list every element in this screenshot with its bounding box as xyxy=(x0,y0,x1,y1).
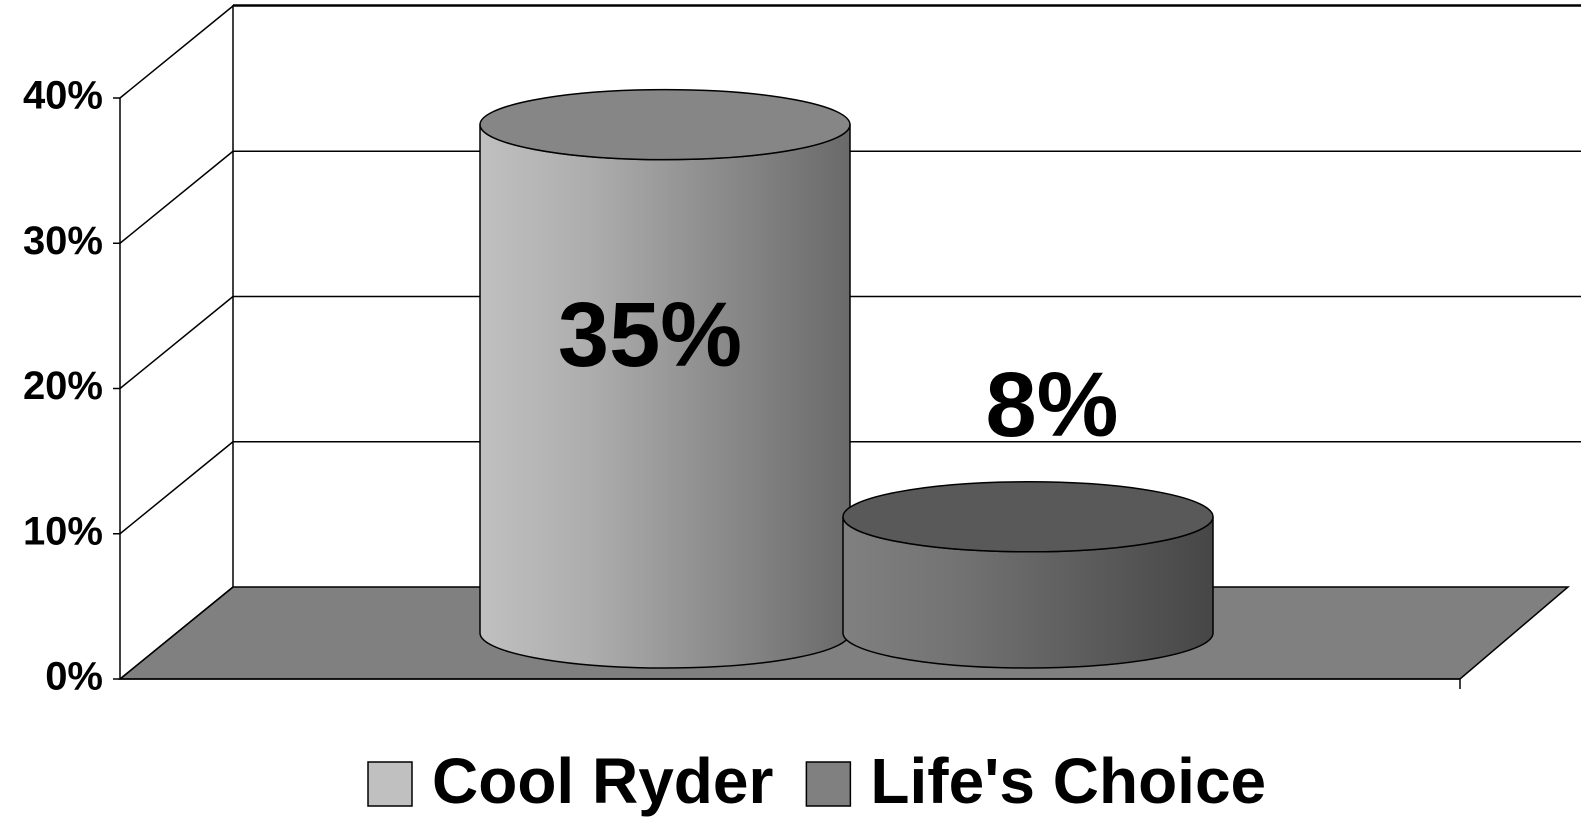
cylinder-shade xyxy=(480,124,850,668)
data-label: 8% xyxy=(986,354,1119,456)
grid-diagonal xyxy=(119,295,234,390)
cylinder-top-shade xyxy=(480,89,850,160)
cylinder-shade xyxy=(843,516,1213,668)
data-label: 35% xyxy=(558,284,742,386)
legend-swatch xyxy=(805,761,852,807)
cylinder-top-shade xyxy=(843,481,1213,552)
grid-diagonal xyxy=(119,150,234,244)
y-tick-label: 20% xyxy=(23,364,103,408)
y-tick-label: 30% xyxy=(23,219,103,263)
grid-diagonal xyxy=(119,5,234,99)
y-tick-label: 10% xyxy=(23,509,103,553)
grid-diagonal xyxy=(119,586,234,680)
legend-label: Life's Choice xyxy=(870,745,1266,817)
legend-label: Cool Ryder xyxy=(432,745,773,817)
cylinder-top xyxy=(842,481,1214,553)
grid-diagonal xyxy=(119,441,234,535)
y-tick-label: 0% xyxy=(45,655,103,699)
cylinder-top xyxy=(479,88,851,161)
y-tick-label: 40% xyxy=(23,74,103,118)
legend-swatch xyxy=(367,761,413,807)
